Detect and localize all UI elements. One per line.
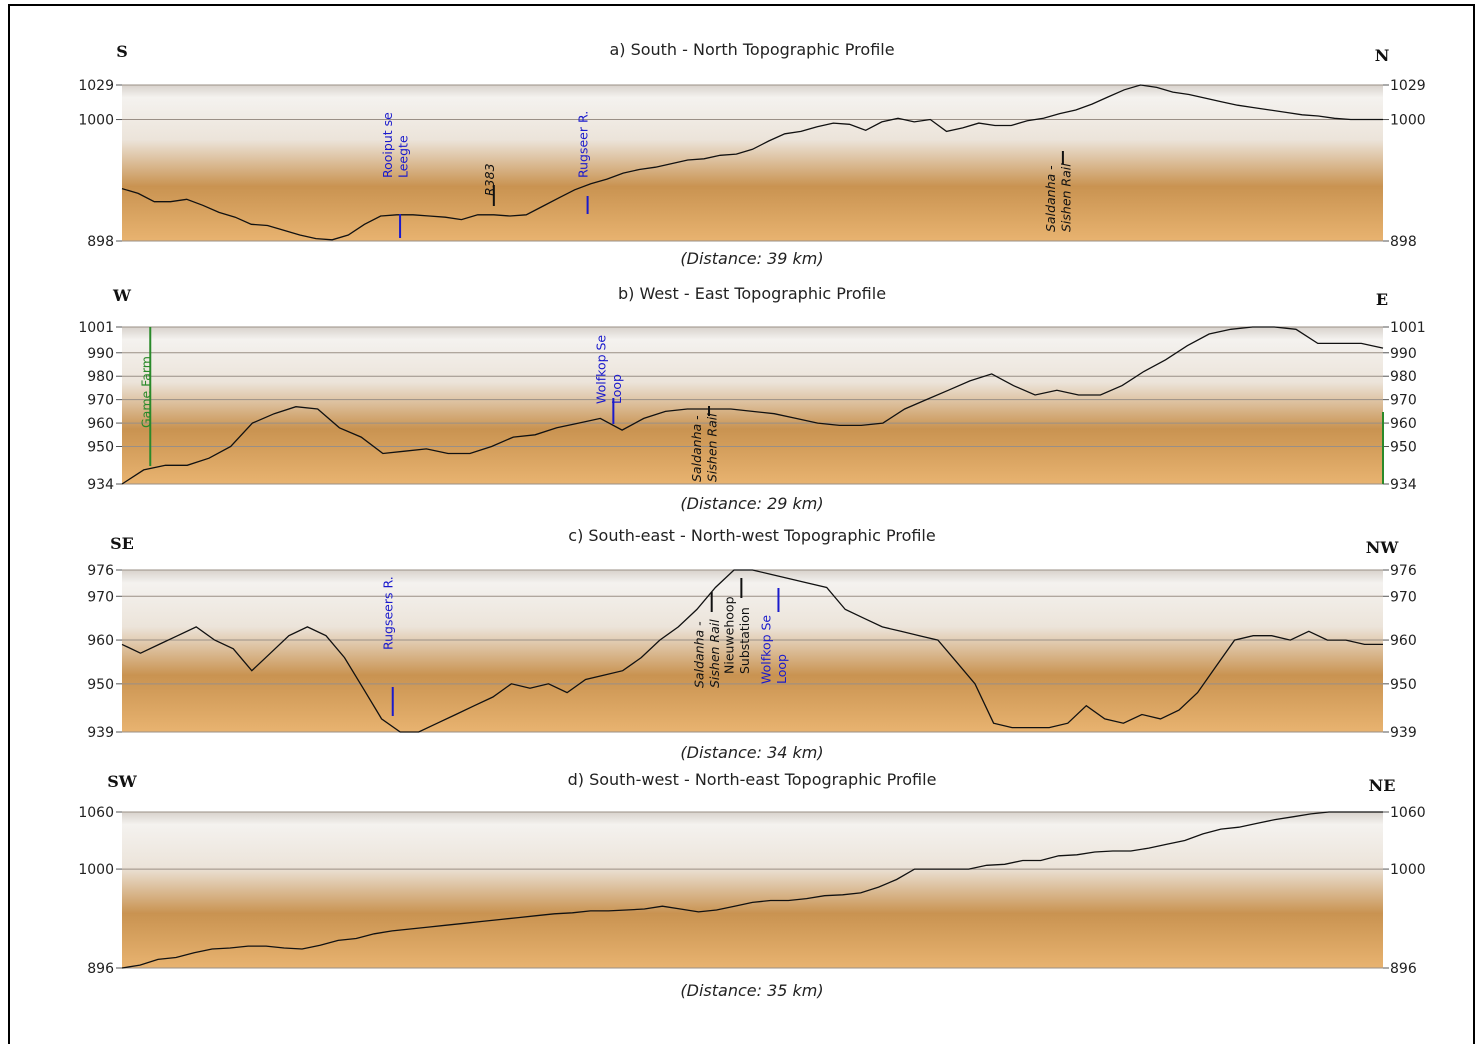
right-tick-label: 976 (1390, 563, 1417, 579)
annotation-label: Wolfkop SeLoop (593, 335, 624, 404)
right-direction-label: NE (1369, 776, 1396, 795)
left-tick-label: 980 (87, 369, 114, 385)
left-direction-label: SE (110, 534, 134, 553)
annotation-line: Leegte (396, 135, 411, 178)
distance-caption: (Distance: 34 km) (680, 743, 823, 762)
annotation-line: Rugseers R. (381, 576, 396, 650)
left-tick-label: 896 (87, 961, 114, 977)
elevation-profile-line (121, 811, 1383, 969)
distance-caption: (Distance: 39 km) (680, 249, 823, 268)
right-tick-label: 950 (1390, 440, 1417, 456)
left-tick-label: 960 (87, 633, 114, 649)
right-tick-label: 1000 (1390, 113, 1426, 129)
right-direction-label: E (1376, 290, 1388, 309)
right-direction-label: NW (1366, 538, 1400, 557)
right-tick-label: 896 (1390, 961, 1417, 977)
right-tick-label: 939 (1390, 725, 1417, 741)
left-tick-label: 1000 (78, 113, 114, 129)
left-tick-label: 1029 (78, 78, 114, 94)
left-tick-label: 950 (87, 677, 114, 693)
right-tick-label: 898 (1390, 234, 1417, 250)
annotation-label: Rooiput seLeegte (380, 112, 411, 178)
profile-title: c) South-east - North-west Topographic P… (568, 526, 935, 545)
distance-caption: (Distance: 29 km) (680, 494, 823, 513)
left-direction-label: W (112, 286, 132, 305)
left-tick-label: 939 (87, 725, 114, 741)
right-tick-label: 1029 (1390, 78, 1426, 94)
right-tick-label: 1000 (1390, 862, 1426, 878)
left-tick-label: 976 (87, 563, 114, 579)
profile-panel-3: c) South-east - North-west Topographic P… (87, 526, 1417, 762)
annotation-line: Rooiput se (380, 112, 395, 178)
profile-title: a) South - North Topographic Profile (609, 40, 894, 59)
annotation-line: Sishen Rail (1058, 163, 1073, 232)
left-tick-label: 1001 (78, 320, 114, 336)
right-tick-label: 960 (1390, 633, 1417, 649)
right-tick-label: 970 (1390, 393, 1417, 409)
annotation-line: R383 (482, 163, 497, 196)
annotation-line: Sishen Rail (707, 619, 722, 688)
terrain-band (122, 812, 1383, 968)
left-tick-label: 970 (87, 393, 114, 409)
left-tick-label: 970 (87, 589, 114, 605)
elevation-profile-line (121, 84, 1383, 241)
right-tick-label: 980 (1390, 369, 1417, 385)
left-direction-label: S (116, 42, 128, 61)
profile-title: d) South-west - North-east Topographic P… (568, 770, 937, 789)
profile-panel-1: a) South - North Topographic Profile S N 89… (78, 40, 1425, 268)
left-tick-label: 898 (87, 234, 114, 250)
annotation-label: Saldanha -Sishen Rail (692, 619, 723, 688)
annotation-label: R383 (482, 163, 497, 196)
right-tick-label: 970 (1390, 589, 1417, 605)
annotation-line: Loop (774, 654, 789, 684)
left-tick-label: 934 (87, 477, 114, 493)
right-tick-label: 1060 (1390, 805, 1426, 821)
right-tick-label: 960 (1390, 416, 1417, 432)
profile-title: b) West - East Topographic Profile (618, 284, 886, 303)
right-tick-label: 934 (1390, 477, 1417, 493)
annotation-line: Rugseer R. (576, 111, 591, 178)
annotation-line: Substation (737, 607, 752, 674)
annotation-label: NieuwehoopSubstation (721, 596, 752, 674)
profile-panel-4: d) South-west - North-east Topographic P… (78, 770, 1425, 1000)
annotation-label: Rugseers R. (381, 576, 396, 650)
annotation-line: Sishen Rail (705, 413, 720, 482)
elevation-profile-line (121, 326, 1384, 485)
annotation-label: Rugseer R. (576, 111, 591, 178)
elevation-profile-line (121, 569, 1383, 733)
terrain-band (122, 327, 1383, 484)
distance-caption: (Distance: 35 km) (680, 981, 823, 1000)
left-direction-label: SW (107, 772, 138, 791)
annotation-line: Saldanha - (1043, 165, 1058, 232)
annotation-line: Wolfkop Se (593, 335, 608, 404)
annotation-line: Wolfkop Se (758, 615, 773, 684)
right-tick-label: 1001 (1390, 320, 1426, 336)
annotation-line: Nieuwehoop (721, 596, 736, 674)
left-tick-label: 960 (87, 416, 114, 432)
annotation-line: Saldanha - (692, 621, 707, 688)
terrain-band (122, 85, 1383, 241)
annotation-label: Saldanha -Sishen Rail (1043, 163, 1074, 232)
profile-panel-2: b) West - East Topographic Profile W E 934 9… (78, 284, 1425, 513)
annotation-line: Game Farm (138, 356, 153, 428)
right-direction-label: N (1375, 46, 1390, 65)
left-tick-label: 1060 (78, 805, 114, 821)
terrain-band (122, 570, 1383, 732)
left-tick-label: 990 (87, 346, 114, 362)
annotation-label: Wolfkop SeLoop (758, 615, 789, 684)
right-tick-label: 950 (1390, 677, 1417, 693)
annotation-line: Loop (609, 374, 624, 404)
annotation-label: Game Farm (138, 356, 153, 428)
left-tick-label: 950 (87, 440, 114, 456)
right-tick-label: 990 (1390, 346, 1417, 362)
annotation-line: Saldanha - (689, 415, 704, 482)
annotation-label: Saldanha -Sishen Rail (689, 413, 720, 482)
left-tick-label: 1000 (78, 862, 114, 878)
